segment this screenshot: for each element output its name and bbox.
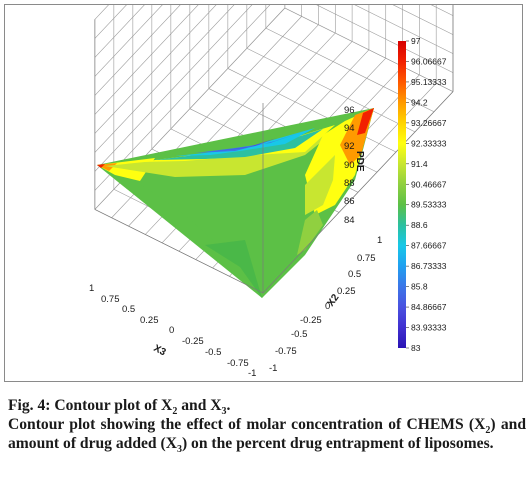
colorbar-tick-label: 89.53333 — [411, 200, 447, 210]
colorbar-tick-label: 83.93333 — [411, 323, 447, 333]
x3-tick: 0.25 — [140, 315, 159, 326]
z-tick: 96 — [344, 105, 355, 116]
z-tick: 92 — [344, 141, 355, 152]
colorbar-tick-label: 97 — [411, 36, 421, 46]
x3-tick: 0 — [169, 325, 174, 336]
grid-line — [94, 5, 181, 96]
z-axis-label: PDE — [354, 151, 365, 172]
colorbar-tick-label: 91.4 — [411, 159, 428, 169]
z-tick: 86 — [344, 196, 355, 207]
box-edge — [262, 91, 454, 294]
colorbar-tick-label: 96.06667 — [411, 56, 447, 66]
surface-chart: 96 94 92 90 88 86 84 PDE 1 0.75 0.5 0.25… — [89, 5, 454, 379]
caption-description: Contour plot showing the effect of molar… — [8, 416, 526, 456]
surface-green — [97, 108, 374, 298]
grid-line — [94, 5, 145, 58]
grid-line — [246, 48, 416, 133]
surface-shade — [205, 240, 262, 298]
z-tick: 94 — [344, 123, 355, 134]
x3-tick: -1 — [248, 368, 256, 379]
grid-line — [284, 7, 454, 92]
colorbar-tick-label: 85.8 — [411, 282, 428, 292]
figure-caption: Fig. 4: Contour plot of X2 and X3. Conto… — [8, 396, 526, 456]
grid-line — [392, 5, 454, 35]
surface-red-right — [357, 108, 374, 135]
x3-tick: -0.75 — [227, 358, 249, 369]
x2-tick: -0.75 — [275, 346, 297, 357]
colorbar-tick-label: 93.26667 — [411, 118, 447, 128]
colorbar-tick-label: 88.6 — [411, 220, 428, 230]
box-edge — [94, 209, 264, 294]
surface-green-patch — [297, 210, 323, 255]
z-axis-ticks: 96 94 92 90 88 86 84 — [344, 105, 355, 226]
x3-axis-label: X3 — [152, 343, 168, 359]
x2-tick: 0 — [325, 301, 330, 312]
surface-lightgreen-band — [105, 131, 335, 177]
x2-tick: -0.5 — [291, 329, 307, 340]
z-tick: 84 — [344, 215, 355, 226]
surface-red-left — [97, 164, 105, 168]
colorbar-tick-label: 92.33333 — [411, 138, 447, 148]
x2-tick: -1 — [269, 363, 277, 374]
colorbar-tick-label: 90.46667 — [411, 179, 447, 189]
surface-teal-band — [155, 129, 323, 160]
figure-frame: 96 94 92 90 88 86 84 PDE 1 0.75 0.5 0.25… — [4, 4, 523, 382]
x3-tick: 0.75 — [101, 294, 120, 305]
x3-tick: 1 — [89, 283, 94, 294]
caption-title: Fig. 4: Contour plot of X2 and X3. — [8, 397, 231, 418]
colorbar-tick-label: 87.66667 — [411, 241, 447, 251]
x2-tick: 1 — [377, 235, 382, 246]
x3-tick: -0.25 — [182, 336, 204, 347]
grid-line — [94, 5, 199, 115]
x2-tick: -0.25 — [300, 315, 322, 326]
x3-axis-ticks: 1 0.75 0.5 0.25 0 -0.25 -0.5 -0.75 -1 — [89, 283, 256, 379]
surface-lightgreen-right — [305, 155, 335, 215]
x3-tick: -0.5 — [205, 347, 221, 358]
box-front-edges — [94, 5, 454, 294]
colorbar-tick-label: 83 — [411, 343, 421, 353]
z-tick: 90 — [344, 160, 355, 171]
x2-axis-ticks: 1 0.75 0.5 0.25 0 -0.25 -0.5 -0.75 -1 — [269, 235, 382, 374]
colorbar-gradient — [398, 41, 406, 348]
x3-tick: 0.5 — [122, 304, 135, 315]
colorbar-tick-label: 84.86667 — [411, 302, 447, 312]
grid-line — [227, 68, 397, 153]
surface-cyan-band — [175, 128, 315, 156]
colorbar-tick-label: 95.13333 — [411, 77, 447, 87]
grid-line — [94, 5, 163, 77]
colorbar-tick-label: 86.73333 — [411, 261, 447, 271]
colorbar-tick-label: 94.2 — [411, 97, 428, 107]
surface-yellow-band — [140, 125, 335, 162]
x2-tick: 0.25 — [337, 286, 356, 297]
x2-tick: 0.75 — [357, 253, 376, 264]
x2-tick: 0.5 — [348, 269, 361, 280]
z-tick: 88 — [344, 178, 355, 189]
color-legend: 97 96.06667 95.13333 94.2 93.26667 92.33333 91… — [398, 36, 447, 353]
response-surface — [97, 108, 374, 298]
